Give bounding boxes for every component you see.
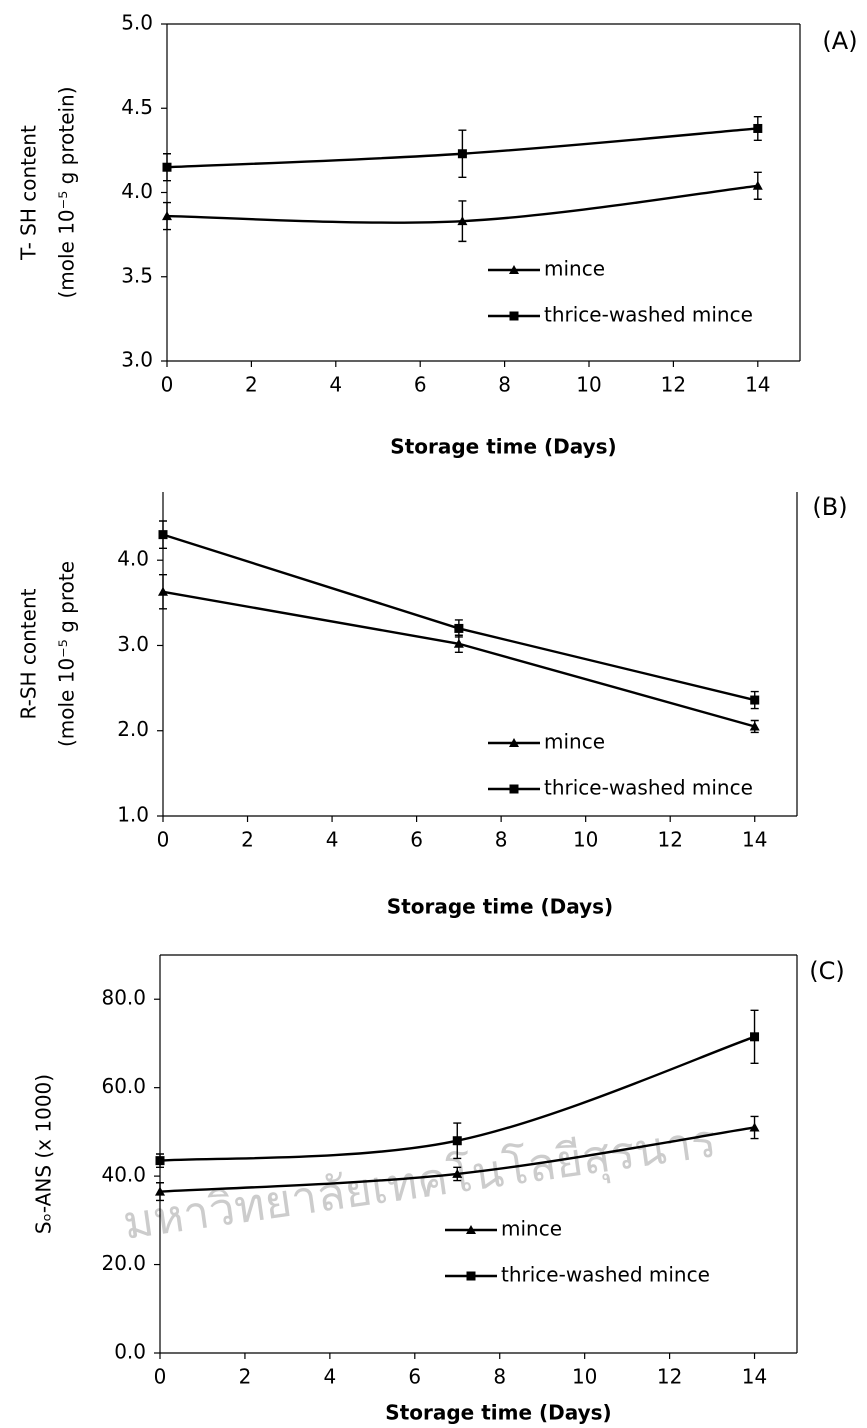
legend-label: mince	[544, 257, 605, 281]
legend-marker	[509, 311, 519, 321]
x-tick-label: 14	[745, 373, 770, 397]
y-axis-label: T- SH content	[17, 125, 41, 261]
legend-label: mince	[501, 1217, 562, 1241]
marker	[753, 123, 763, 133]
x-tick-label: 6	[414, 373, 427, 397]
x-tick-label: 10	[572, 1365, 597, 1389]
x-tick-label: 6	[410, 828, 423, 852]
legend-marker	[466, 1225, 476, 1234]
marker	[457, 216, 468, 226]
x-tick-label: 10	[573, 828, 598, 852]
chart-title: (C)	[809, 957, 844, 985]
series-line	[162, 533, 756, 702]
x-tick-label: 14	[742, 828, 767, 852]
y-axis-label: (mole 10⁻⁵ g prote	[55, 561, 79, 747]
y-tick-label: 80.0	[101, 986, 146, 1010]
legend-label: thrice-washed mince	[544, 776, 753, 800]
y-tick-label: 3.5	[121, 263, 153, 287]
y-axis-label: (mole 10⁻⁵ g protein)	[55, 86, 79, 298]
x-tick-label: 2	[241, 828, 254, 852]
marker	[162, 162, 172, 172]
y-tick-label: 4.0	[121, 179, 153, 203]
marker	[749, 721, 760, 731]
marker	[750, 1032, 760, 1042]
y-tick-label: 20.0	[101, 1251, 146, 1275]
y-tick-label: 4.5	[121, 95, 153, 119]
marker	[750, 695, 760, 705]
legend-marker	[509, 265, 519, 274]
x-tick-label: 8	[493, 1365, 506, 1389]
y-tick-label: 1.0	[117, 803, 149, 827]
y-tick-label: 0.0	[114, 1340, 146, 1364]
x-tick-label: 4	[326, 828, 339, 852]
y-tick-label: 3.0	[121, 348, 153, 372]
y-tick-label: 3.0	[117, 632, 149, 656]
x-tick-label: 0	[154, 1365, 167, 1389]
legend-marker	[509, 784, 519, 794]
marker	[158, 530, 168, 540]
y-tick-label: 4.0	[117, 547, 149, 571]
x-tick-label: 6	[408, 1365, 421, 1389]
marker	[453, 638, 464, 648]
marker	[452, 1168, 463, 1178]
series-line	[162, 590, 756, 728]
x-axis-label: Storage time (Days)	[387, 895, 613, 919]
chart-title: (B)	[812, 493, 847, 521]
y-tick-label: 5.0	[121, 11, 153, 35]
marker	[452, 1136, 462, 1146]
x-tick-label: 4	[329, 373, 342, 397]
watermark: มหาวิทยาลัยเทคโนโลยีสุรนาร	[120, 1113, 720, 1252]
marker	[155, 1156, 165, 1166]
marker	[749, 1122, 760, 1132]
y-tick-label: 60.0	[101, 1074, 146, 1098]
x-tick-label: 2	[245, 373, 258, 397]
marker	[457, 149, 467, 159]
x-tick-label: 0	[161, 373, 174, 397]
marker	[752, 180, 763, 190]
x-axis-label: Storage time (Days)	[385, 1401, 611, 1425]
chart-title: (A)	[822, 27, 857, 55]
y-tick-label: 40.0	[101, 1163, 146, 1187]
x-tick-label: 12	[657, 1365, 682, 1389]
x-tick-label: 8	[495, 828, 508, 852]
marker	[155, 1186, 165, 1196]
x-tick-label: 10	[576, 373, 601, 397]
y-tick-label: 2.0	[117, 717, 149, 741]
marker	[158, 586, 168, 596]
x-tick-label: 2	[239, 1365, 252, 1389]
y-axis-label: Sₒ-ANS (x 1000)	[32, 1074, 56, 1234]
x-tick-label: 8	[498, 373, 511, 397]
y-axis-label: R-SH content	[17, 588, 41, 719]
marker	[162, 211, 172, 221]
legend-marker	[509, 738, 519, 747]
x-tick-label: 4	[323, 1365, 336, 1389]
x-tick-label: 14	[742, 1365, 767, 1389]
marker	[454, 623, 464, 633]
x-tick-label: 12	[661, 373, 686, 397]
legend-marker	[466, 1271, 476, 1281]
x-axis-label: Storage time (Days)	[390, 435, 616, 459]
x-tick-label: 0	[157, 828, 170, 852]
legend-label: thrice-washed mince	[501, 1263, 710, 1287]
legend-label: thrice-washed mince	[544, 303, 753, 327]
legend-label: mince	[544, 730, 605, 754]
x-tick-label: 12	[657, 828, 682, 852]
